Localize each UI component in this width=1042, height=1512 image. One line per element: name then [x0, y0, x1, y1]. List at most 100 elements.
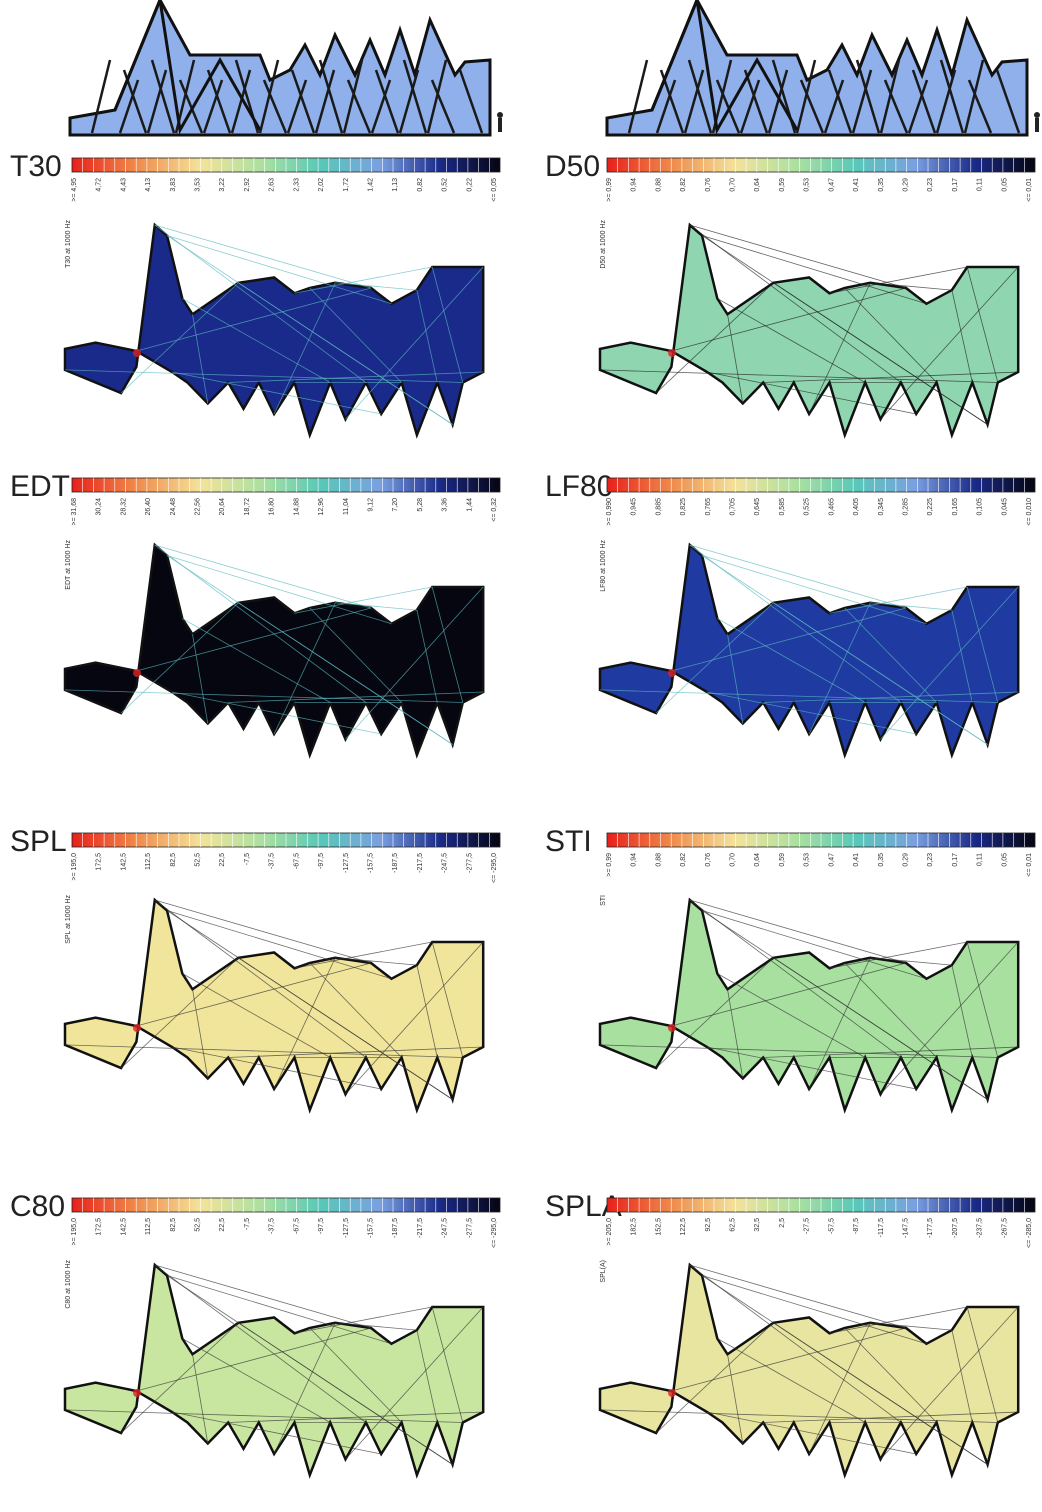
source-marker — [668, 669, 676, 677]
map-edge — [951, 1330, 973, 1423]
map-edge — [701, 235, 927, 305]
scale-label: 0,53 — [804, 853, 811, 867]
map-edge — [120, 1322, 239, 1434]
truss — [767, 69, 789, 134]
map-edge — [166, 235, 392, 305]
scale-label: 112,5 — [145, 1218, 152, 1235]
truss — [346, 79, 372, 134]
scale-label: 0,945 — [631, 498, 638, 516]
map-edge — [416, 1330, 438, 1423]
scale-label: 4,72 — [96, 178, 103, 192]
map-edge — [294, 586, 433, 614]
map-edge — [228, 1046, 484, 1058]
map-edge — [238, 602, 453, 745]
truss — [655, 79, 677, 134]
map-edge — [808, 282, 871, 415]
scale-label: 16,80 — [269, 498, 276, 516]
map-edge — [689, 1264, 907, 1329]
scale-label: 0,41 — [853, 178, 860, 192]
map-edge — [655, 957, 774, 1069]
truss — [146, 69, 168, 134]
map-edge — [880, 266, 1019, 420]
truss — [290, 69, 316, 134]
map-edge — [727, 1354, 744, 1444]
map-edge — [880, 586, 1019, 740]
map-edge — [172, 1046, 382, 1090]
scale-label: <= 0,01 — [1026, 853, 1033, 877]
map-edge — [829, 266, 968, 294]
map-edge — [294, 941, 433, 969]
scale-label: 82,5 — [170, 853, 177, 867]
scale-label: 0,585 — [779, 498, 786, 516]
map-edge — [808, 1322, 871, 1455]
scale-label: -207,5 — [952, 1218, 959, 1238]
scale-label: 3,53 — [195, 178, 202, 192]
scale-label: 1,13 — [392, 178, 399, 192]
map-edge — [228, 691, 484, 703]
scale-label: 3,22 — [219, 178, 226, 192]
scale-label: 3,36 — [442, 498, 449, 512]
scale-label: 0,11 — [977, 178, 984, 191]
map-edge — [870, 957, 952, 966]
scale-label: -87,5 — [853, 1218, 860, 1234]
map-edge — [154, 1264, 367, 1423]
map-edge — [701, 555, 927, 625]
scale-label: 4,43 — [120, 178, 127, 192]
truss — [430, 79, 456, 134]
scale-label: 9,12 — [367, 498, 374, 512]
map-edge — [238, 282, 453, 425]
panel-title: STI — [545, 825, 592, 858]
map-edge — [829, 941, 968, 969]
map-edge — [671, 607, 907, 672]
scale-label: >= 0,990 — [606, 498, 613, 526]
map-edge — [273, 1322, 336, 1455]
scale-label: 0,35 — [878, 853, 885, 867]
truss — [650, 0, 799, 135]
scale-label: 0,29 — [902, 853, 909, 867]
panel-title: T30 — [10, 150, 62, 183]
scale-label: 24,48 — [170, 498, 177, 516]
scale-label: 0,29 — [902, 178, 909, 192]
scale-label: 0,11 — [977, 853, 984, 866]
scale-label: 0,105 — [977, 498, 984, 516]
scale-label: -127,5 — [343, 1218, 350, 1238]
scale-label: -177,5 — [927, 1218, 934, 1238]
scale-label: 22,56 — [195, 498, 202, 516]
map-edge — [966, 266, 999, 383]
map-edge — [655, 282, 774, 394]
map-edge — [671, 1327, 907, 1392]
scale-label: 142,5 — [120, 853, 127, 871]
person-icon — [1034, 112, 1040, 118]
map-edge — [273, 957, 336, 1090]
scale-label: -97,5 — [318, 853, 325, 869]
scale-label: >= 31,68 — [71, 498, 78, 526]
map-edge — [345, 266, 484, 420]
truss — [879, 59, 901, 134]
scale-label: 0,88 — [655, 853, 662, 867]
map-edge — [966, 586, 999, 703]
panel: LF80>= 0,990 0,945 0,885 0,825 0,765 0,705 0,6… — [545, 470, 1036, 759]
truss — [178, 79, 204, 134]
panel: STI >= 0,99 0,94 0,88 0,82 0,76 0,70 0,64 0,59 0,… — [545, 825, 1036, 1114]
scale-label: -247,5 — [442, 853, 449, 873]
scale-label: -157,5 — [367, 853, 374, 873]
scale-label: <= -295,0 — [491, 853, 498, 883]
map-edge — [773, 602, 988, 745]
scale-label: 2,33 — [293, 178, 300, 192]
map-edge — [294, 266, 433, 294]
scale-label: 172,5 — [96, 1218, 103, 1236]
truss — [398, 69, 420, 134]
map-edge — [192, 989, 209, 1079]
truss — [995, 69, 1021, 134]
scale-label: -27,5 — [804, 1218, 811, 1234]
truss — [286, 79, 308, 134]
map-edge — [599, 1409, 998, 1423]
scale-label: 1,44 — [466, 498, 473, 512]
map-edge — [599, 369, 998, 383]
truss — [206, 69, 232, 134]
scale-label: 152,5 — [655, 1218, 662, 1236]
scale-label: -267,5 — [1001, 1218, 1008, 1238]
truss — [627, 59, 649, 134]
source-marker — [133, 1389, 141, 1397]
